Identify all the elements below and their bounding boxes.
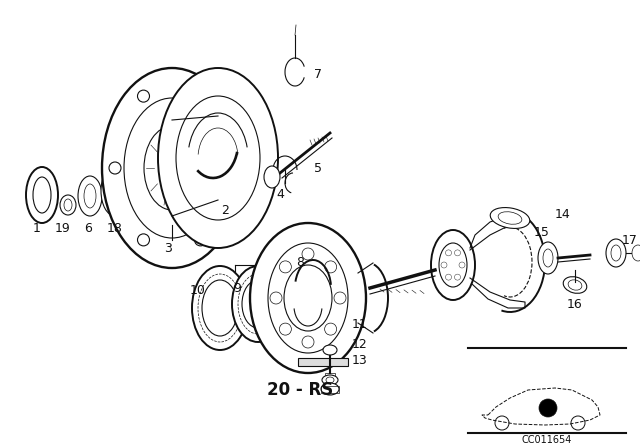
Bar (325, 373, 335, 378)
Ellipse shape (26, 167, 58, 223)
Ellipse shape (84, 184, 96, 208)
Ellipse shape (192, 266, 248, 350)
Text: 11: 11 (352, 319, 368, 332)
Bar (321, 386, 339, 393)
Text: 6: 6 (84, 221, 92, 234)
Ellipse shape (250, 223, 366, 373)
Ellipse shape (321, 383, 339, 395)
Ellipse shape (107, 175, 123, 207)
Ellipse shape (232, 266, 284, 342)
Text: 13: 13 (352, 353, 368, 366)
Ellipse shape (323, 345, 337, 355)
Text: 18: 18 (107, 221, 123, 234)
Text: 19: 19 (55, 221, 71, 234)
Ellipse shape (568, 280, 582, 290)
Text: 2: 2 (221, 203, 229, 216)
Text: 5: 5 (314, 161, 322, 175)
Ellipse shape (563, 277, 587, 293)
Text: 10: 10 (190, 284, 206, 297)
Ellipse shape (242, 280, 274, 328)
Ellipse shape (284, 265, 332, 331)
Ellipse shape (268, 243, 348, 353)
Ellipse shape (60, 195, 76, 215)
Ellipse shape (632, 245, 640, 261)
Ellipse shape (439, 243, 467, 287)
Ellipse shape (498, 212, 522, 224)
Ellipse shape (322, 375, 338, 385)
Text: 1: 1 (33, 221, 41, 234)
Ellipse shape (102, 68, 242, 268)
Ellipse shape (490, 207, 530, 228)
Ellipse shape (611, 245, 621, 261)
Ellipse shape (606, 239, 626, 267)
Ellipse shape (326, 377, 334, 383)
Text: 4: 4 (276, 189, 284, 202)
Ellipse shape (144, 126, 200, 210)
Ellipse shape (431, 230, 475, 300)
Text: 12: 12 (352, 339, 368, 352)
Text: 16: 16 (567, 298, 583, 311)
Text: 7: 7 (314, 68, 322, 81)
Bar (298, 358, 348, 366)
Text: 15: 15 (534, 225, 550, 238)
Ellipse shape (101, 166, 129, 216)
Ellipse shape (543, 249, 553, 267)
Ellipse shape (264, 166, 280, 188)
Text: 3: 3 (164, 241, 172, 254)
Text: 8: 8 (296, 255, 304, 268)
Ellipse shape (202, 280, 238, 336)
Ellipse shape (33, 177, 51, 213)
Circle shape (539, 399, 557, 417)
Ellipse shape (64, 199, 72, 211)
Ellipse shape (538, 242, 558, 274)
Text: 17: 17 (622, 233, 638, 246)
Ellipse shape (176, 96, 260, 220)
Text: 20 - RS: 20 - RS (267, 381, 333, 399)
Ellipse shape (158, 68, 278, 248)
Text: 14: 14 (555, 208, 571, 221)
Text: CC011654: CC011654 (522, 435, 572, 445)
Ellipse shape (78, 176, 102, 216)
Ellipse shape (124, 98, 220, 238)
Text: 9: 9 (233, 281, 241, 294)
